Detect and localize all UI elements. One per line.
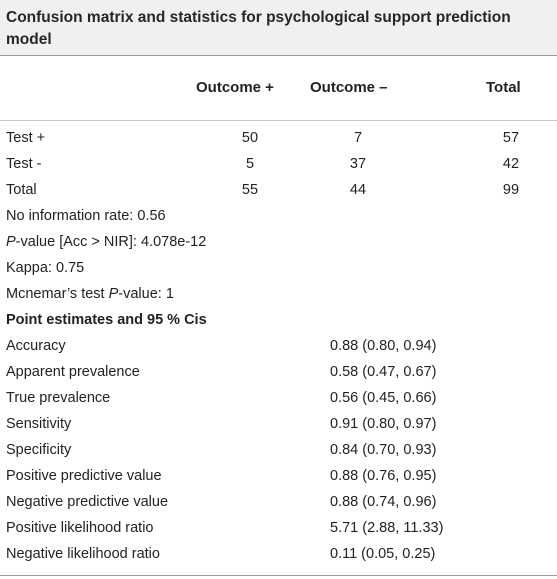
table-row: True prevalence 0.56 (0.45, 0.66)	[0, 385, 557, 411]
table-row: Sensitivity 0.91 (0.80, 0.97)	[0, 411, 557, 437]
table-row: Apparent prevalence 0.58 (0.47, 0.67)	[0, 359, 557, 385]
row-label: Test +	[6, 130, 46, 146]
mcnemar-p-italic: P	[108, 286, 119, 302]
table-row: Specificity 0.84 (0.70, 0.93)	[0, 437, 557, 463]
cell-outcome-negative: 37	[349, 156, 367, 172]
estimate-value: 0.88 (0.74, 0.96)	[330, 494, 437, 510]
stat-line: Mcnemar’s test P-value: 1	[0, 281, 557, 307]
cell-outcome-negative: 44	[349, 182, 367, 198]
table-row: Positive likelihood ratio 5.71 (2.88, 11…	[0, 515, 557, 541]
row-label: Total	[6, 182, 37, 198]
cell-outcome-negative: 7	[353, 130, 363, 146]
estimate-label: Positive likelihood ratio	[6, 520, 154, 536]
mcnemar-prefix: Mcnemar’s test	[6, 286, 109, 302]
stat-line: P-value [Acc > NIR]: 4.078e-12	[0, 229, 557, 255]
estimate-value: 0.91 (0.80, 0.97)	[330, 416, 437, 432]
header-total: Total	[486, 79, 521, 96]
kappa: Kappa: 0.75	[6, 260, 85, 276]
cell-total: 57	[502, 130, 520, 146]
stat-line: No information rate: 0.56	[0, 203, 557, 229]
row-label: Test -	[6, 156, 42, 172]
no-information-rate: No information rate: 0.56	[6, 208, 166, 224]
estimate-value: 0.84 (0.70, 0.93)	[330, 442, 437, 458]
estimate-label: True prevalence	[6, 390, 111, 406]
estimate-label: Apparent prevalence	[6, 364, 140, 380]
estimate-label: Specificity	[6, 442, 72, 458]
mcnemar-line: Mcnemar’s test P-value: 1	[6, 281, 174, 307]
table-row: Test - 5 37 42	[0, 151, 557, 177]
table-row: Test + 50 7 57	[0, 125, 557, 151]
estimates-list: Accuracy 0.88 (0.80, 0.94) Apparent prev…	[0, 333, 557, 567]
top-rule	[0, 55, 557, 56]
stat-line: Kappa: 0.75	[0, 255, 557, 281]
table-row: Negative likelihood ratio 0.11 (0.05, 0.…	[0, 541, 557, 567]
table-row: Negative predictive value 0.88 (0.74, 0.…	[0, 489, 557, 515]
estimate-value: 0.88 (0.80, 0.94)	[330, 338, 437, 354]
bottom-rule	[0, 575, 557, 576]
estimate-value: 0.11 (0.05, 0.25)	[330, 546, 436, 562]
cell-total: 99	[502, 182, 520, 198]
estimates-heading: Point estimates and 95 % Cis	[6, 312, 207, 328]
p-value-line: P-value [Acc > NIR]: 4.078e-12	[6, 229, 206, 255]
estimate-label: Positive predictive value	[6, 468, 162, 484]
header-rule	[0, 120, 557, 121]
mcnemar-text: -value: 1	[118, 286, 174, 302]
estimate-label: Negative likelihood ratio	[6, 546, 160, 562]
header-row: Outcome + Outcome – Total	[0, 56, 557, 120]
estimate-value: 5.71 (2.88, 11.33)	[330, 520, 444, 536]
p-value-text: -value [Acc > NIR]: 4.078e-12	[15, 234, 207, 250]
table-row: Positive predictive value 0.88 (0.76, 0.…	[0, 463, 557, 489]
cell-outcome-positive: 50	[241, 130, 259, 146]
cell-total: 42	[502, 156, 520, 172]
header-outcome-negative: Outcome –	[310, 79, 388, 96]
p-italic: P	[6, 234, 16, 250]
estimate-label: Accuracy	[6, 338, 66, 354]
header-outcome-positive: Outcome +	[196, 79, 274, 96]
cell-outcome-positive: 55	[241, 182, 259, 198]
estimate-value: 0.58 (0.47, 0.67)	[330, 364, 437, 380]
estimate-label: Negative predictive value	[6, 494, 169, 510]
cell-outcome-positive: 5	[245, 156, 255, 172]
estimate-value: 0.56 (0.45, 0.66)	[330, 390, 437, 406]
estimates-heading-row: Point estimates and 95 % Cis	[0, 307, 557, 333]
table-row: Total 55 44 99	[0, 177, 557, 203]
table-caption: Confusion matrix and statistics for psyc…	[6, 9, 511, 48]
estimate-value: 0.88 (0.76, 0.95)	[330, 468, 437, 484]
table-caption-block: Confusion matrix and statistics for psyc…	[0, 0, 557, 55]
table-row: Accuracy 0.88 (0.80, 0.94)	[0, 333, 557, 359]
estimate-label: Sensitivity	[6, 416, 72, 432]
